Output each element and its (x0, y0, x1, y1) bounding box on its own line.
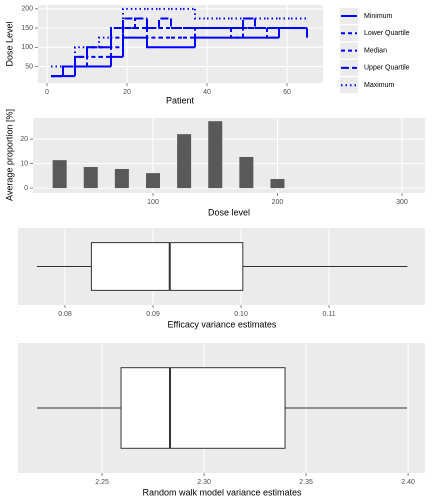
step-line (146, 37, 159, 49)
x-tick-label: 200 (272, 199, 284, 206)
y-tick-label: 100 (21, 44, 33, 51)
step-line (122, 27, 135, 38)
plot-background (38, 5, 323, 83)
legend-label: Maximum (364, 82, 395, 89)
bar (177, 134, 192, 189)
y-tick-label: 150 (21, 25, 33, 32)
step-line (266, 28, 279, 39)
y-tick-label: 10 (20, 160, 28, 167)
step-line (170, 18, 183, 30)
step-line (122, 7, 135, 29)
x-tick-label: 300 (396, 199, 408, 206)
x-tick-label: 20 (123, 89, 131, 96)
x-tick-label: 2.35 (299, 479, 313, 486)
step-line (86, 46, 99, 57)
step-line (74, 46, 87, 67)
step-line (62, 65, 75, 77)
x-tick-label: 2.30 (197, 479, 211, 486)
step-line (194, 8, 207, 20)
x-tick-label: 2.25 (95, 479, 109, 486)
y-tick-label: 20 (20, 136, 28, 143)
y-tick-label: 200 (21, 6, 33, 13)
x-tick-label: 100 (147, 199, 159, 206)
legend-key (340, 77, 358, 94)
x-axis-title: Random walk model variance estimates (142, 487, 302, 497)
step-line (110, 27, 123, 48)
step-line (146, 18, 159, 30)
x-tick-label: 0.09 (146, 311, 160, 318)
plot-background (33, 118, 425, 193)
y-tick-label: 50 (25, 63, 33, 70)
bar (208, 121, 223, 189)
x-axis-title: Patient (166, 95, 195, 105)
bar (114, 168, 129, 189)
legend-title: Statistic (340, 0, 367, 1)
x-tick-label: 0.10 (234, 311, 248, 318)
step-line (74, 55, 87, 67)
bar (239, 156, 254, 189)
x-tick-label: 0.08 (58, 311, 72, 318)
legend-label: Lower Quartile (364, 30, 410, 37)
legend-label: Upper Quartile (364, 65, 410, 72)
bar (52, 160, 67, 189)
step-line (242, 17, 255, 29)
x-tick-label: 2.40 (401, 479, 415, 486)
x-tick-label: 60 (283, 89, 291, 96)
legend-label: Median (364, 47, 387, 54)
bar (270, 179, 285, 189)
step-line (254, 18, 267, 30)
legend-label: Minimum (364, 13, 393, 20)
x-tick-label: 0.11 (323, 311, 336, 318)
step-line (158, 17, 171, 29)
x-tick-label: 40 (203, 89, 211, 96)
step-line (110, 27, 123, 38)
box (120, 367, 286, 449)
step-line (98, 36, 111, 48)
x-axis-title: Efficacy variance estimates (168, 319, 277, 329)
y-tick-label: 0 (24, 185, 28, 192)
x-tick-label: 0 (45, 89, 49, 96)
box (90, 242, 244, 291)
y-axis-title: Dose Level (4, 21, 14, 66)
y-axis-title: Average proportion [%] (4, 109, 14, 201)
step-line (146, 28, 159, 39)
step-line (230, 28, 243, 39)
bar (146, 173, 161, 189)
bar (83, 167, 98, 189)
step-line (122, 17, 135, 29)
x-axis-title: Dose level (208, 207, 250, 217)
